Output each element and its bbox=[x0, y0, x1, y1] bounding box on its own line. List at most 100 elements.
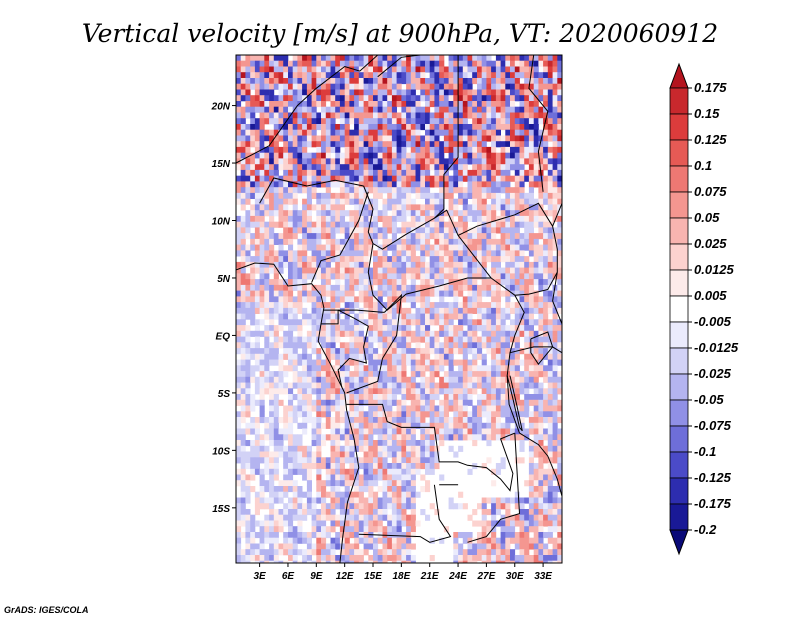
field-cell bbox=[391, 198, 397, 205]
field-cell bbox=[458, 169, 464, 176]
field-cell bbox=[448, 141, 454, 148]
field-cell bbox=[406, 514, 412, 521]
field-cell bbox=[486, 348, 492, 355]
field-cell bbox=[439, 227, 445, 234]
field-cell bbox=[330, 135, 336, 142]
field-cell bbox=[321, 497, 327, 504]
field-cell bbox=[396, 336, 402, 343]
field-cell bbox=[391, 284, 397, 291]
field-cell bbox=[448, 359, 454, 366]
field-cell bbox=[514, 227, 520, 234]
field-cell bbox=[481, 503, 487, 510]
field-cell bbox=[472, 233, 478, 240]
field-cell bbox=[245, 330, 251, 337]
field-cell bbox=[259, 204, 265, 211]
field-cell bbox=[477, 319, 483, 326]
field-cell bbox=[453, 267, 459, 274]
field-cell bbox=[410, 440, 416, 447]
field-cell bbox=[240, 244, 246, 251]
field-cell bbox=[354, 210, 360, 217]
field-cell bbox=[510, 146, 516, 153]
field-cell bbox=[254, 198, 260, 205]
field-cell bbox=[358, 330, 364, 337]
field-cell bbox=[316, 417, 322, 424]
field-cell bbox=[533, 411, 539, 418]
field-cell bbox=[538, 422, 544, 429]
field-cell bbox=[339, 284, 345, 291]
field-cell bbox=[321, 330, 327, 337]
field-cell bbox=[477, 233, 483, 240]
field-cell bbox=[339, 365, 345, 372]
field-cell bbox=[335, 106, 341, 113]
field-cell bbox=[477, 187, 483, 194]
field-cell bbox=[311, 440, 317, 447]
field-cell bbox=[382, 181, 388, 188]
field-cell bbox=[472, 284, 478, 291]
field-cell bbox=[415, 371, 421, 378]
field-cell bbox=[462, 342, 468, 349]
field-cell bbox=[358, 273, 364, 280]
field-cell bbox=[472, 325, 478, 332]
field-cell bbox=[240, 261, 246, 268]
field-cell bbox=[254, 221, 260, 228]
field-cell bbox=[264, 313, 270, 320]
field-cell bbox=[491, 514, 497, 521]
field-cell bbox=[514, 428, 520, 435]
field-cell bbox=[472, 175, 478, 182]
field-cell bbox=[557, 273, 562, 280]
field-cell bbox=[236, 359, 242, 366]
field-cell bbox=[354, 422, 360, 429]
field-cell bbox=[382, 83, 388, 90]
field-cell bbox=[316, 267, 322, 274]
field-cell bbox=[259, 129, 265, 136]
field-cell bbox=[339, 405, 345, 412]
field-cell bbox=[462, 227, 468, 234]
field-cell bbox=[297, 250, 303, 257]
field-cell bbox=[510, 267, 516, 274]
field-cell bbox=[354, 124, 360, 131]
field-cell bbox=[349, 169, 355, 176]
field-cell bbox=[269, 491, 275, 498]
field-cell bbox=[321, 89, 327, 96]
field-cell bbox=[373, 422, 379, 429]
field-cell bbox=[425, 313, 431, 320]
field-cell bbox=[292, 152, 298, 159]
field-cell bbox=[302, 164, 308, 171]
field-cell bbox=[429, 267, 435, 274]
field-cell bbox=[401, 55, 407, 62]
field-cell bbox=[339, 135, 345, 142]
field-cell bbox=[467, 215, 473, 222]
field-cell bbox=[486, 497, 492, 504]
field-cell bbox=[510, 284, 516, 291]
field-cell bbox=[552, 169, 558, 176]
field-cell bbox=[358, 382, 364, 389]
field-cell bbox=[486, 388, 492, 395]
field-cell bbox=[292, 348, 298, 355]
field-cell bbox=[278, 83, 284, 90]
field-cell bbox=[321, 267, 327, 274]
field-cell bbox=[240, 468, 246, 475]
field-cell bbox=[448, 118, 454, 125]
field-cell bbox=[325, 83, 331, 90]
field-cell bbox=[236, 313, 242, 320]
field-cell bbox=[250, 95, 256, 102]
field-cell bbox=[538, 83, 544, 90]
field-cell bbox=[481, 394, 487, 401]
field-cell bbox=[500, 267, 506, 274]
field-cell bbox=[406, 445, 412, 452]
field-cell bbox=[547, 307, 553, 314]
field-cell bbox=[269, 468, 275, 475]
field-cell bbox=[387, 181, 393, 188]
field-cell bbox=[505, 267, 511, 274]
field-cell bbox=[354, 434, 360, 441]
field-cell bbox=[443, 78, 449, 85]
field-cell bbox=[354, 313, 360, 320]
field-cell bbox=[339, 198, 345, 205]
field-cell bbox=[387, 451, 393, 458]
field-cell bbox=[406, 434, 412, 441]
field-cell bbox=[349, 503, 355, 510]
field-cell bbox=[373, 330, 379, 337]
field-cell bbox=[368, 83, 374, 90]
field-cell bbox=[283, 451, 289, 458]
field-cell bbox=[368, 66, 374, 73]
